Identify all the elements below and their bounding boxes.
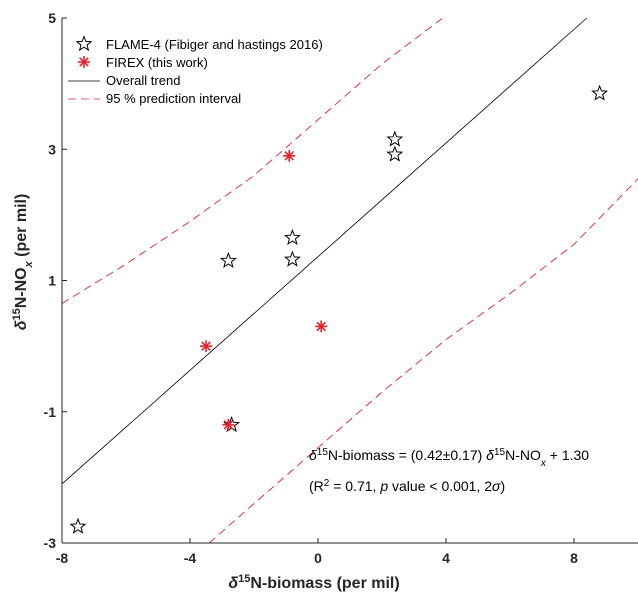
x-tick-label: 0 xyxy=(314,550,322,566)
legend-label-trend: Overall trend xyxy=(106,73,180,88)
legend-star-symbol xyxy=(75,35,93,52)
legend-asterisk-symbol xyxy=(78,56,90,68)
x-tick-label: 8 xyxy=(570,550,578,566)
trend-line-layer xyxy=(61,17,588,485)
flame4-point xyxy=(591,84,609,101)
x-tick-label: -8 xyxy=(56,550,69,566)
flame4-point xyxy=(283,250,301,267)
y-axis-label: δ15N-NOx (per mil) xyxy=(11,194,35,331)
legend-label-firex: FIREX (this work) xyxy=(106,55,208,70)
legend-marker-firex xyxy=(78,56,90,68)
x-tick-label: -4 xyxy=(184,550,197,566)
flame4-point xyxy=(69,517,87,534)
legend-marker-flame4 xyxy=(75,35,93,52)
plot-background xyxy=(62,18,638,543)
firex-point xyxy=(315,320,328,333)
y-tick-label: 5 xyxy=(48,10,56,26)
flame4-point xyxy=(283,228,301,246)
prediction-interval-lines xyxy=(61,17,638,544)
firex-point xyxy=(283,149,296,162)
y-tick-label: 1 xyxy=(48,273,56,289)
trend-line xyxy=(61,17,588,485)
y-tick-label: 3 xyxy=(48,141,56,157)
flame4-point xyxy=(386,130,404,147)
y-tick-label: -1 xyxy=(44,404,57,420)
regression-equation: δ15N-biomass = (0.42±0.17) δ15N-NOx + 1.… xyxy=(309,447,589,469)
data-markers xyxy=(69,84,609,534)
prediction-interval-lower xyxy=(208,178,638,544)
regression-statistics: (R2 = 0.71, p value < 0.001, 2σ) xyxy=(309,478,505,495)
y-tick-label: -3 xyxy=(44,535,57,551)
flame4-point xyxy=(219,251,237,269)
x-axis-label: δ15N-biomass (per mil) xyxy=(228,573,399,592)
legend: FLAME-4 (Fibiger and hastings 2016) FIRE… xyxy=(68,35,323,106)
legend-label-interval: 95 % prediction interval xyxy=(106,91,241,106)
axis-ticks: -8 -4 0 4 8 -3 -1 1 3 5 xyxy=(44,10,579,566)
firex-point xyxy=(200,340,212,353)
x-tick-label: 4 xyxy=(442,550,450,566)
firex-point xyxy=(222,418,235,431)
legend-label-flame4: FLAME-4 (Fibiger and hastings 2016) xyxy=(106,37,323,52)
flame4-point xyxy=(386,145,404,162)
